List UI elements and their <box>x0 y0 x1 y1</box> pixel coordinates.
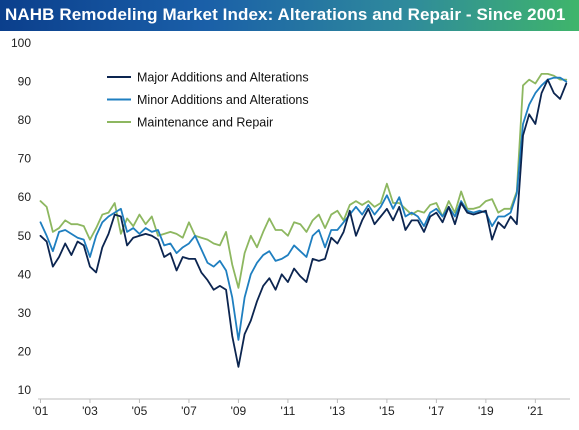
x-tick-label: '21 <box>528 404 544 418</box>
x-tick-label: '19 <box>478 404 494 418</box>
legend-label: Maintenance and Repair <box>137 116 273 130</box>
y-tick-label: 40 <box>18 267 32 281</box>
x-tick-label: '01 <box>33 404 49 418</box>
legend-label: Minor Additions and Alterations <box>137 93 309 107</box>
x-tick-label: '03 <box>82 404 98 418</box>
y-tick-label: 70 <box>18 152 32 166</box>
x-tick-label: '15 <box>379 404 395 418</box>
y-tick-label: 80 <box>18 113 32 127</box>
series-line-3 <box>39 72 568 289</box>
x-tick-label: '11 <box>281 404 296 418</box>
legend-label: Major Additions and Alterations <box>137 71 309 85</box>
series-line-2 <box>39 76 568 341</box>
x-tick-label: '07 <box>181 404 197 418</box>
y-tick-label: 100 <box>11 36 31 50</box>
y-tick-label: 20 <box>18 344 32 358</box>
x-tick-label: '09 <box>231 404 247 418</box>
chart-title: NAHB Remodeling Market Index: Alteration… <box>5 5 566 24</box>
y-tick-label: 60 <box>18 190 32 204</box>
x-tick-label: '17 <box>429 404 445 418</box>
x-tick-label: '05 <box>132 404 148 418</box>
y-tick-label: 50 <box>18 229 32 243</box>
y-tick-label: 30 <box>18 306 32 320</box>
chart-title-bar: NAHB Remodeling Market Index: Alteration… <box>0 0 579 31</box>
y-tick-label: 90 <box>18 75 32 89</box>
y-tick-label: 10 <box>18 383 32 397</box>
x-tick-label: '13 <box>330 404 346 418</box>
series-line-1 <box>39 78 568 368</box>
